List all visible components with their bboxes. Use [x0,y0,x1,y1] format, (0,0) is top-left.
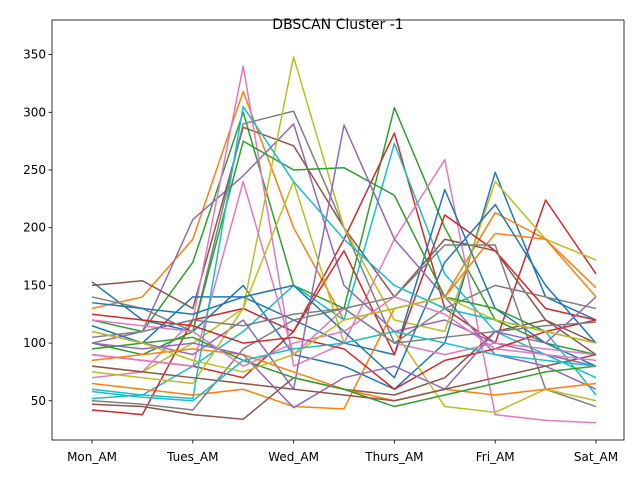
x-tick-label: Fri_AM [476,450,515,464]
y-tick-label: 200 [23,221,46,235]
y-tick-label: 350 [23,48,46,62]
chart-title: DBSCAN Cluster -1 [272,17,403,33]
x-tick-label: Wed_AM [268,450,319,464]
y-tick-label: 100 [23,336,46,350]
series-line [91,330,597,402]
x-tick-label: Thurs_AM [364,450,423,464]
series-line [91,171,597,390]
y-tick-label: 150 [23,278,46,292]
x-tick-label: Sat_AM [574,450,618,464]
y-tick-label: 250 [23,163,46,177]
series-line [91,307,597,344]
series-line [91,336,597,408]
series-line [91,123,597,367]
plot-frame [51,19,625,441]
series-line [91,296,597,409]
y-tick-label: 300 [23,105,46,119]
x-tick-label: Tues_AM [166,450,218,464]
series-line [91,232,597,410]
series-line [91,296,597,373]
y-tick-label: 50 [31,394,46,408]
series-line [91,296,597,367]
series-line [91,353,597,402]
x-tick-label: Mon_AM [67,450,117,464]
